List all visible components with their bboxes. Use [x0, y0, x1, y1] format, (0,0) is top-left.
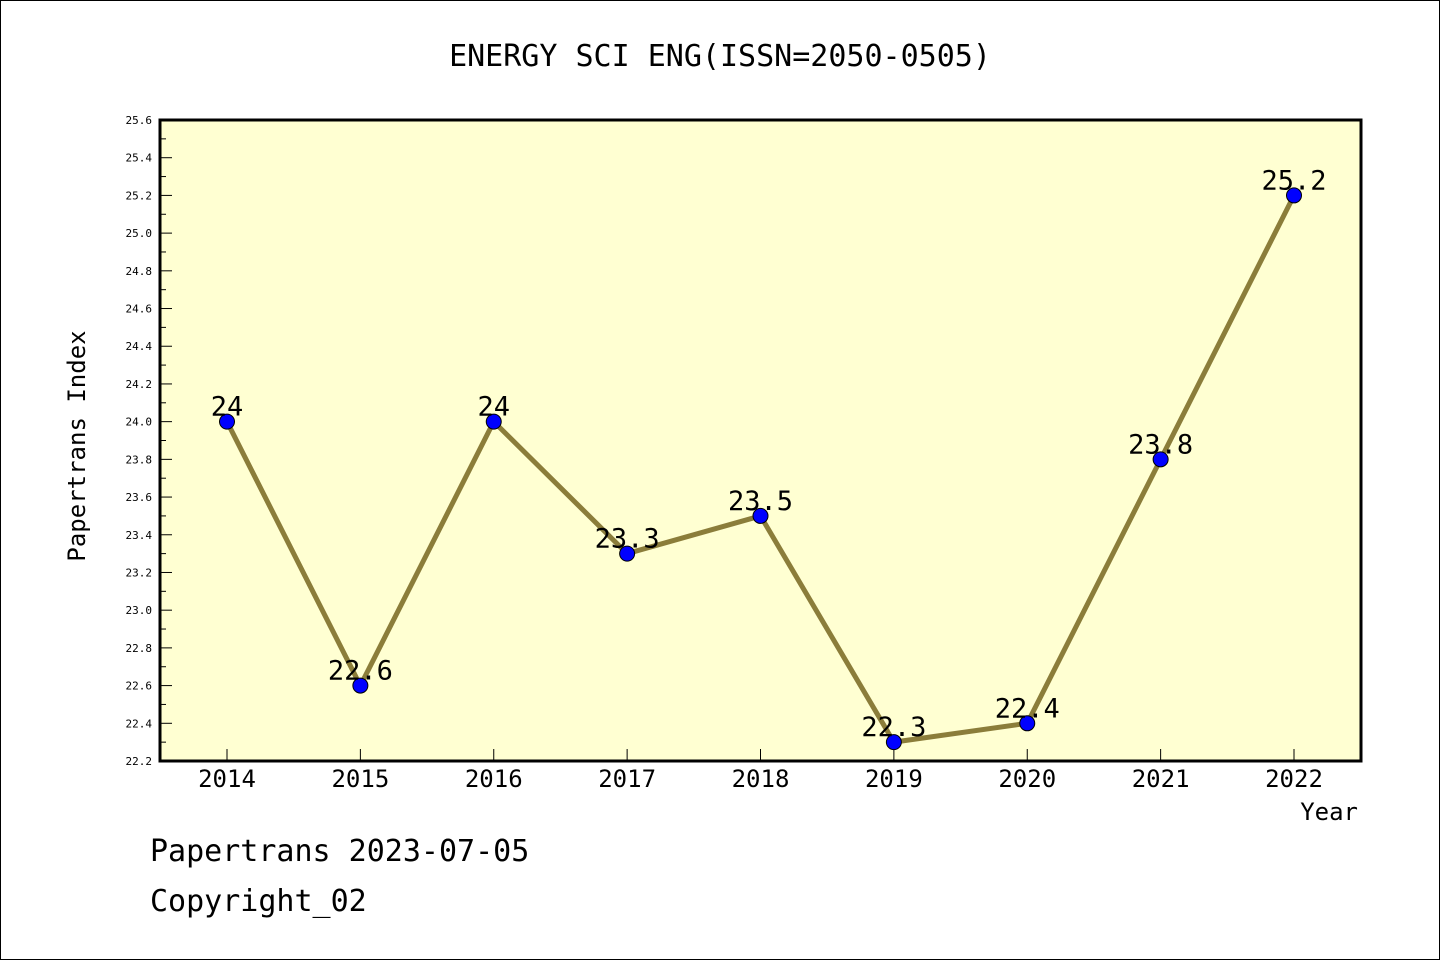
x-tick-label: 2020	[998, 765, 1056, 793]
y-tick-label: 25.0	[126, 227, 153, 240]
x-tick-label: 2022	[1265, 765, 1323, 793]
y-tick-label: 24.8	[126, 265, 153, 278]
data-label: 22.4	[995, 693, 1060, 724]
x-tick-label: 2014	[198, 765, 256, 793]
data-point	[1286, 187, 1302, 204]
data-point	[1019, 715, 1036, 732]
series-markers	[219, 187, 1302, 751]
x-axis-ticks: 2014 2015 2016 2017 2018 2019 2020 2021 2022	[198, 749, 1323, 793]
y-tick-label: 22.4	[126, 717, 153, 730]
y-tick-label: 25.6	[126, 114, 153, 127]
y-tick-label: 24.6	[126, 303, 153, 316]
x-tick-label: 2019	[865, 765, 923, 793]
y-axis-ticks: 22.2 22.4 22.6 22.8 23.0 23.2 23.4 23.6 23.8 24.0…	[126, 114, 172, 768]
data-point	[485, 413, 502, 430]
y-tick-label: 24.2	[126, 378, 153, 391]
y-tick-label: 23.6	[126, 491, 153, 504]
x-tick-label: 2016	[465, 765, 523, 793]
footer-copyright: Copyright_02	[150, 884, 367, 919]
y-tick-label: 22.2	[126, 755, 153, 768]
y-tick-label: 25.4	[126, 152, 153, 165]
y-tick-label: 23.8	[126, 453, 153, 466]
y-tick-label: 22.6	[126, 680, 153, 693]
y-tick-label: 24.0	[126, 416, 153, 429]
plot-border	[158, 118, 1363, 763]
data-labels: 24 22.6 24 23.3 23.5 22.3 22.4 23.8 25.2	[211, 165, 1327, 743]
y-tick-label: 23.2	[126, 566, 153, 579]
footer-date: Papertrans 2023-07-05	[150, 834, 530, 869]
plot-area	[160, 120, 1361, 761]
data-point	[1152, 451, 1169, 468]
data-label: 23.3	[595, 524, 660, 555]
y-tick-label: 24.4	[126, 340, 153, 353]
x-tick-label: 2018	[732, 765, 790, 793]
x-axis-label: Year	[1300, 798, 1358, 826]
y-axis-label: Papertrans Index	[63, 330, 91, 561]
x-tick-label: 2021	[1132, 765, 1190, 793]
data-point	[619, 545, 636, 562]
y-tick-label: 23.4	[126, 529, 153, 542]
data-label: 23.5	[728, 486, 793, 517]
data-point	[219, 413, 235, 430]
x-tick-label: 2017	[598, 765, 656, 793]
y-tick-label: 23.0	[126, 604, 153, 617]
data-point	[885, 734, 902, 751]
chart-title: ENERGY SCI ENG(ISSN=2050-0505)	[449, 39, 991, 74]
y-tick-label: 22.8	[126, 642, 153, 655]
data-label: 25.2	[1261, 165, 1326, 196]
data-label: 24	[477, 392, 510, 423]
data-label: 24	[211, 392, 244, 423]
data-point	[752, 507, 769, 524]
x-tick-label: 2015	[331, 765, 389, 793]
data-label: 22.6	[328, 656, 393, 687]
data-label: 22.3	[861, 712, 926, 743]
data-point	[352, 677, 369, 694]
data-label: 23.8	[1128, 429, 1193, 460]
y-tick-label: 25.2	[126, 189, 153, 202]
